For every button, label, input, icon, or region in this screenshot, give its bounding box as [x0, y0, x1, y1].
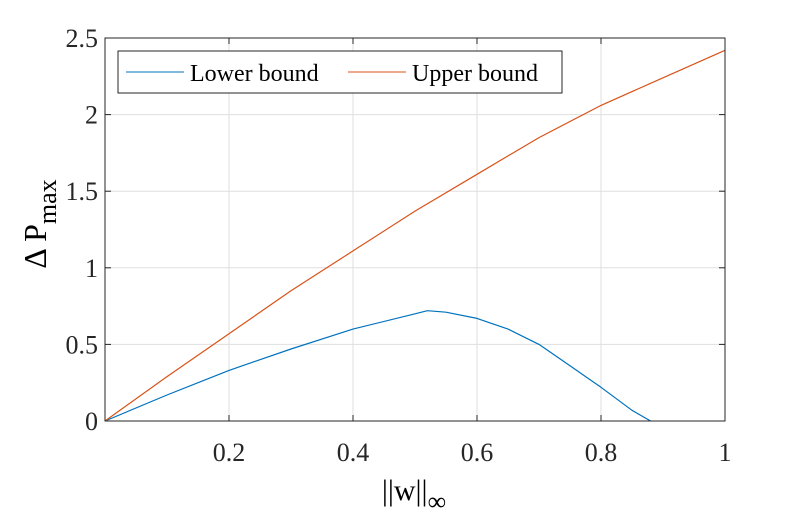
legend-box: [117, 50, 563, 94]
y-axis-label: Δ Pmax: [17, 179, 62, 268]
x-tick-label: 0.4: [337, 438, 370, 467]
x-tick-label: 0.6: [461, 438, 494, 467]
x-tick-label: 0.8: [585, 438, 618, 467]
x-tick-label: 1: [719, 438, 732, 467]
y-axis-label-sub: max: [33, 179, 62, 224]
y-tick-label: 0: [85, 407, 98, 436]
x-tick-label: 0.2: [213, 438, 246, 467]
legend: Lower bound Upper bound: [117, 50, 563, 94]
x-axis-label: ||w||∞: [382, 474, 446, 516]
series-line-lower-bound: [104, 310, 651, 422]
x-axis-label-main: ||w||: [382, 474, 428, 507]
grid: [105, 37, 726, 422]
x-axis-label-sub: ∞: [428, 487, 447, 516]
series-line-upper-bound: [104, 49, 726, 422]
legend-label-lower-bound: Lower bound: [190, 61, 319, 87]
y-axis-label-main: Δ P: [17, 224, 53, 269]
tick-labels: 0.2 0.4 0.6 0.8 1 0 0.5 1 1.5 2 2.5: [66, 24, 732, 467]
series-lines: [104, 49, 726, 422]
y-tick-label: 1.5: [66, 177, 99, 206]
legend-label-upper-bound: Upper bound: [412, 61, 538, 87]
y-tick-label: 2: [85, 101, 98, 130]
y-tick-label: 2.5: [66, 24, 99, 53]
y-tick-label: 1: [85, 254, 98, 283]
plot-area-border: [104, 37, 726, 422]
y-tick-label: 0.5: [66, 330, 99, 359]
ticks: [105, 37, 726, 422]
